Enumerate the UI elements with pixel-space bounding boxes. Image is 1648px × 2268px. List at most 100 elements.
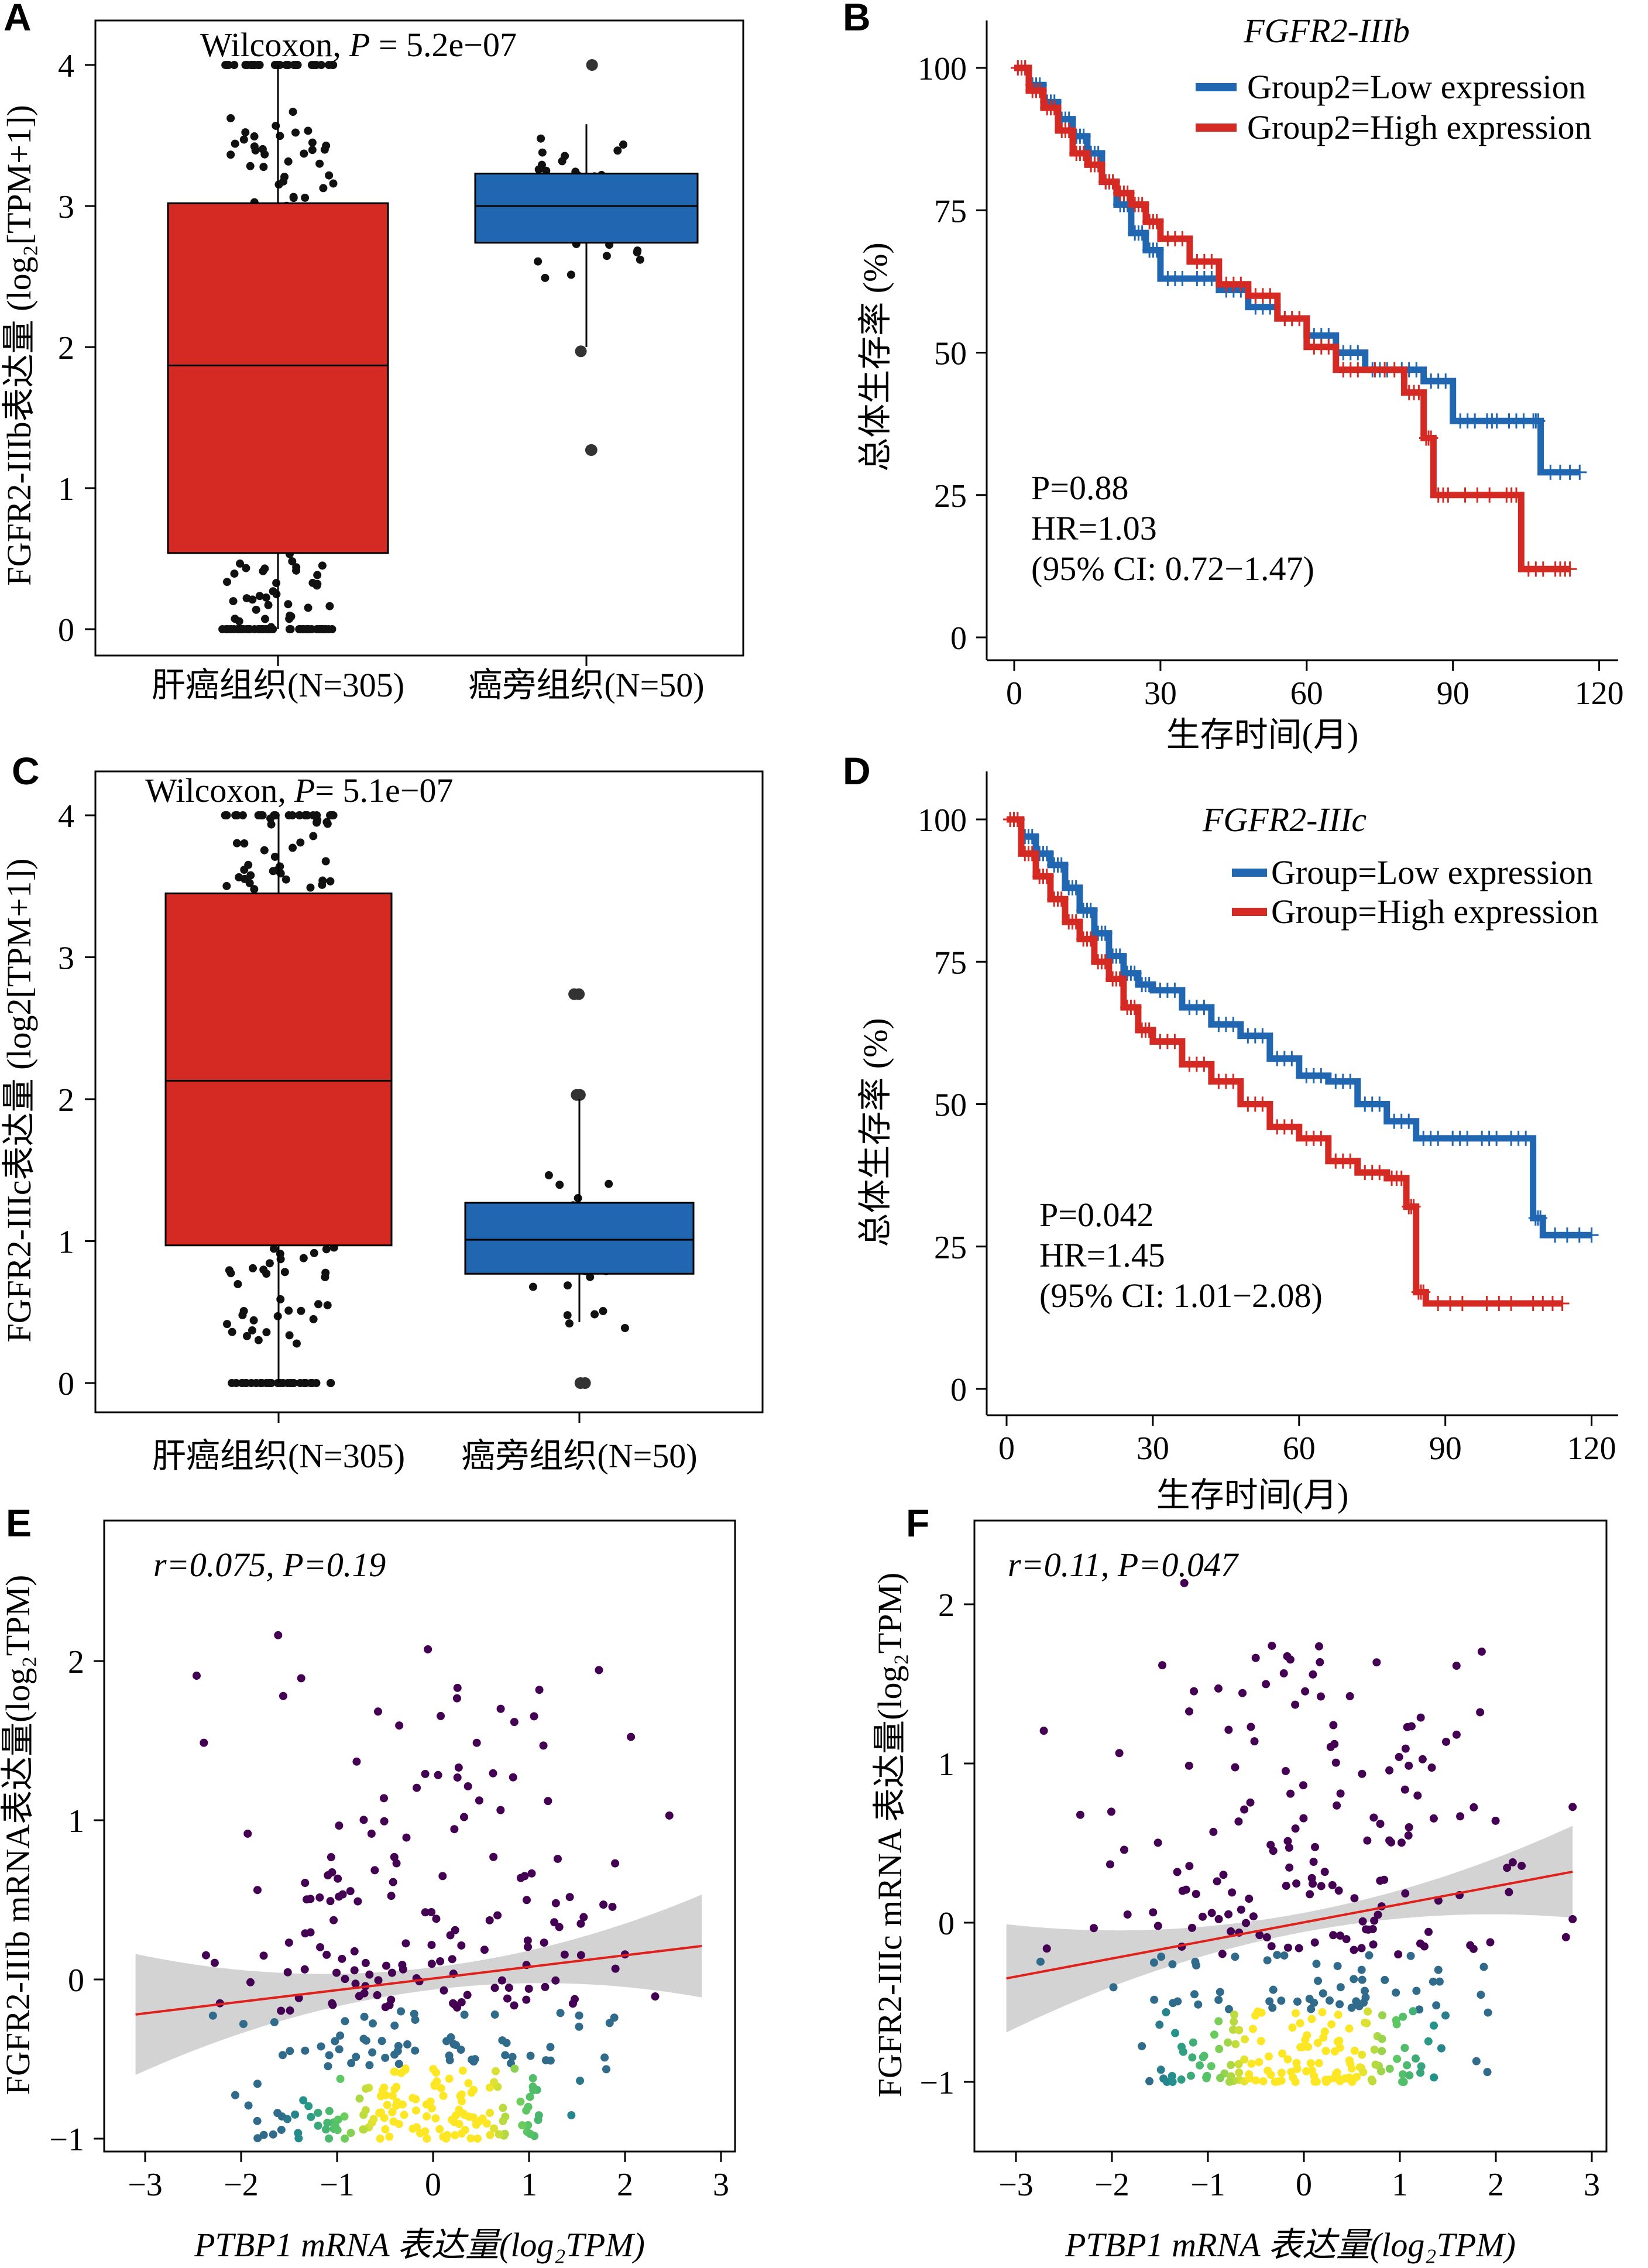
censor-mark [1372,1165,1387,1181]
outlier-point [586,59,598,71]
data-point [499,2104,507,2112]
data-point [374,1976,383,1985]
data-point [314,1300,322,1309]
data-point [279,1691,287,1700]
censor-mark [1168,982,1182,998]
x-tick-label: −1 [1190,2167,1225,2203]
data-point [1345,2024,1354,2033]
data-point [518,2121,527,2130]
data-point [296,811,304,819]
data-point [1305,1995,1314,2003]
data-point [269,625,277,633]
data-point [286,611,294,620]
data-point [200,1738,208,1747]
panel-e-stat: r=0.075, P=0.19 [153,1546,386,1584]
data-point [527,1869,536,1878]
panel-d-stat-ci: (95% CI: 1.01−2.08) [1039,1277,1323,1315]
censor-mark [1168,1034,1182,1049]
censor-mark [1226,1073,1241,1089]
data-point [210,1958,219,1967]
censor-mark [1142,977,1156,993]
data-point [226,1269,235,1278]
censor-mark [1402,1113,1416,1129]
regression-line [135,1944,702,2016]
data-point [1268,1641,1276,1650]
data-point [561,152,569,160]
data-point [284,1938,293,1947]
data-point [1186,2071,1195,2080]
data-point [1245,2074,1254,2083]
data-point [331,2037,339,2046]
data-point [322,1245,331,1254]
data-point [300,1965,309,1974]
data-point [360,2012,369,2021]
data-point [1192,1961,1201,1970]
data-point [283,1968,292,1977]
data-point [455,2120,464,2129]
data-point [367,1829,376,1838]
data-point [1328,1881,1337,1889]
data-point [473,2134,482,2143]
data-point [1350,1894,1359,1903]
data-point [608,1902,617,1911]
data-point [1227,1927,1235,1936]
x-tick-label: −3 [128,2167,163,2203]
data-point [1336,1983,1345,1992]
data-point [510,1718,519,1727]
data-point [314,2121,322,2130]
data-point [1486,1938,1495,1947]
data-point [277,2006,286,2015]
data-point [490,2124,499,2133]
data-point [475,1796,483,1805]
data-point [1359,2068,1368,2077]
censor-mark [1054,857,1069,873]
data-point [338,1890,347,1899]
censor-mark [1533,1210,1548,1226]
panel-e-ticks: −3 −2 −1 0 1 2 3 −1 0 1 2 [49,1644,729,2203]
data-point [1283,2055,1292,2064]
y-tick-label: 0 [950,1372,967,1408]
x-tick-label: 90 [1437,675,1470,712]
data-point [1145,2077,1154,2085]
data-point [254,1336,263,1344]
data-point [411,2106,420,2115]
data-point [537,134,545,143]
data-point [496,1704,505,1713]
x-tick-label: 2 [1488,2167,1504,2203]
data-point [1219,1871,1228,1879]
data-point [526,2051,535,2060]
data-point [489,1852,498,1861]
panel-e-xlabel: PTBP1 mRNA 表达量(log₂TPM) [194,2226,645,2264]
data-point [1335,1931,1344,1940]
data-point [370,1866,379,1875]
data-point [301,1879,310,1888]
panel-c-y-ticks: 0 1 2 3 4 [58,798,581,1423]
data-point [1246,1798,1255,1807]
data-point [362,2084,370,2093]
data-point [325,2051,334,2060]
y-tick-label: 0 [938,1906,955,1942]
data-point [1187,1923,1196,1932]
data-point [1169,1999,1177,2008]
data-point [1424,2037,1433,2046]
panel-b-xlabel: 生存时间(月) [1166,716,1359,754]
data-point [327,1853,335,1862]
data-point [226,150,235,159]
data-point [353,1897,362,1906]
data-point [503,1994,511,2003]
data-point [1184,1707,1193,1716]
data-point [456,2092,465,2101]
x-tick-label: 1 [1392,2167,1408,2203]
data-point [528,2074,537,2082]
data-point [381,2053,390,2062]
data-point [192,1672,201,1680]
censor-mark [1519,1130,1533,1146]
data-point [1251,2011,1260,2020]
data-point [1202,2073,1211,2082]
data-point [434,1771,442,1779]
data-point [390,1852,399,1861]
data-point [1405,1761,1413,1770]
data-point [544,1171,553,1179]
data-point [392,2101,400,2110]
data-point [1441,2011,1450,2020]
